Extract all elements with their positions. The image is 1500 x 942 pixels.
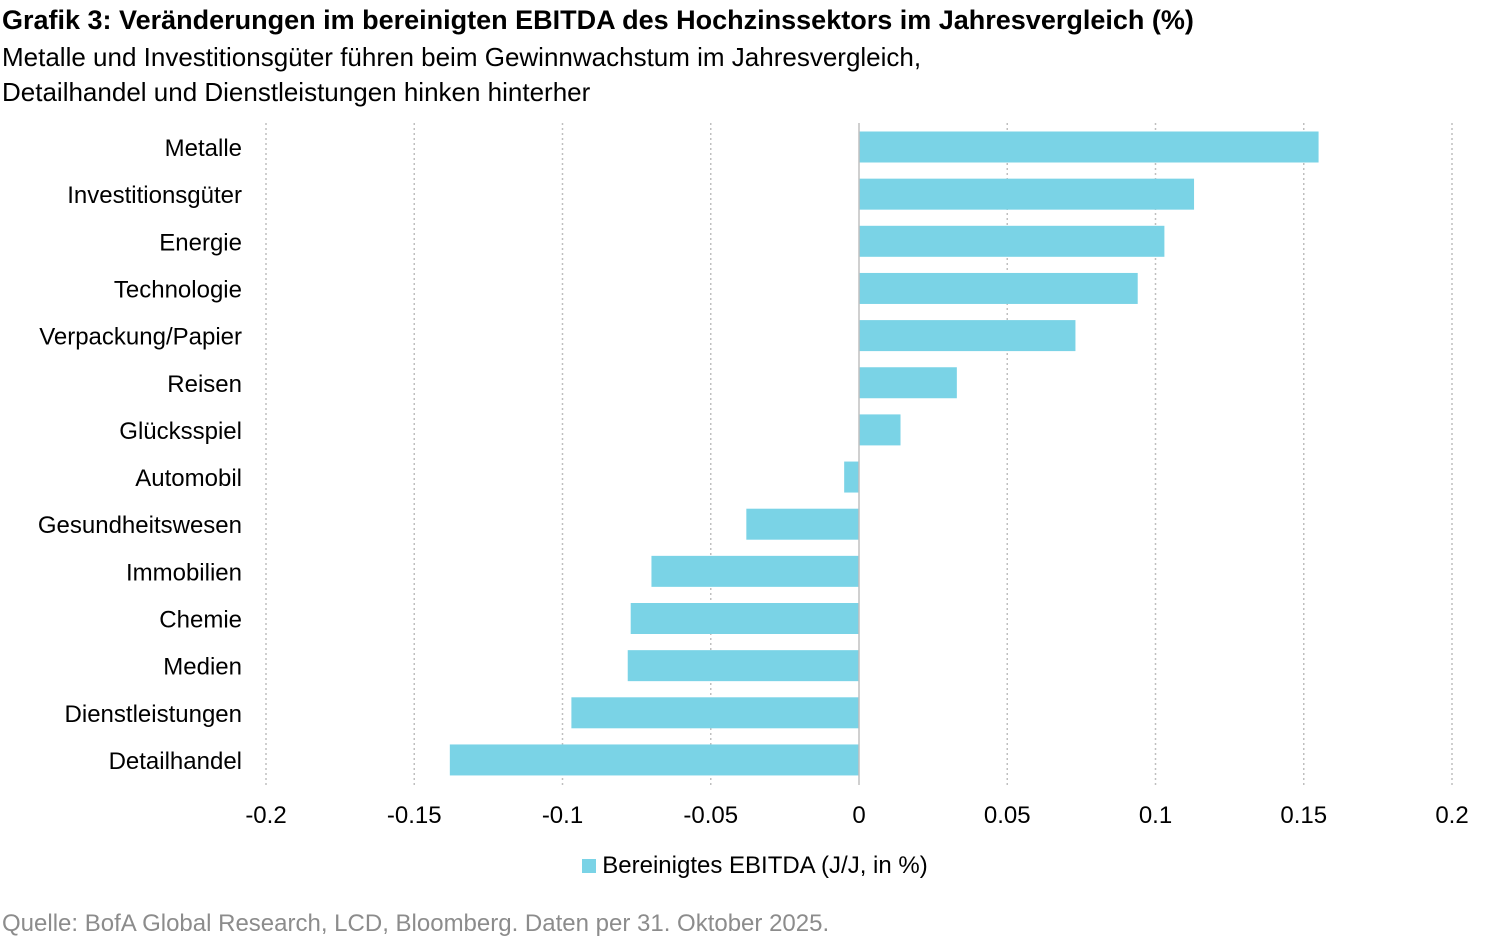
x-tick-label-6: 0.05 [984, 802, 1031, 829]
bar-7 [859, 414, 901, 446]
bar-1 [859, 131, 1319, 163]
chart-title: Grafik 3: Veränderungen im bereinigten E… [2, 5, 1194, 35]
category-label-8: Automobil [135, 465, 242, 492]
category-label-2: Investitionsgüter [67, 182, 242, 209]
bars [449, 131, 1319, 776]
category-label-9: Gesundheitswesen [38, 512, 242, 539]
category-label-11: Chemie [159, 607, 242, 634]
bar-11 [630, 603, 859, 634]
category-label-6: Reisen [167, 371, 242, 398]
bar-2 [859, 178, 1195, 210]
category-label-10: Immobilien [126, 559, 242, 586]
legend-label: Bereinigtes EBITDA (J/J, in %) [602, 852, 928, 879]
bar-6 [859, 367, 957, 399]
x-tick-label-2: -0.15 [387, 802, 442, 829]
category-label-12: Medien [163, 654, 242, 681]
source-note: Quelle: BofA Global Research, LCD, Bloom… [2, 910, 830, 937]
x-tick-label-9: 0.2 [1435, 802, 1468, 829]
bar-4 [859, 272, 1138, 304]
category-label-13: Dienstleistungen [65, 701, 242, 728]
category-label-4: Technologie [114, 276, 242, 303]
bar-9 [746, 508, 859, 540]
category-labels: Metalle Investitionsgüter Energie Technolog… [38, 135, 242, 775]
category-label-3: Energie [159, 229, 242, 256]
x-tick-label-3: -0.1 [542, 802, 583, 829]
x-tick-label-1: -0.2 [245, 802, 286, 829]
bar-13 [571, 697, 859, 729]
bar-3 [859, 225, 1165, 257]
category-label-1: Metalle [165, 135, 242, 162]
category-label-5: Verpackung/Papier [39, 324, 242, 351]
category-label-14: Detailhandel [109, 748, 242, 775]
x-tick-label-8: 0.15 [1280, 802, 1327, 829]
bar-8 [844, 461, 859, 493]
bar-10 [651, 555, 859, 587]
bar-14 [449, 744, 859, 776]
legend: Bereinigtes EBITDA (J/J, in %) [0, 852, 1500, 880]
chart-subtitle-line-2: Detailhandel und Dienstleistungen hinken… [2, 77, 591, 107]
x-tick-label-4: -0.05 [683, 802, 738, 829]
bar-5 [859, 320, 1076, 352]
x-tick-label-5: 0 [852, 802, 865, 829]
chart-subtitle-line-1: Metalle und Investitionsgüter führen bei… [2, 42, 922, 72]
x-tick-label-7: 0.1 [1139, 802, 1172, 829]
x-tick-labels: -0.2 -0.15 -0.1 -0.05 0 0.05 0.1 0.15 0.2 [245, 802, 1468, 829]
legend-swatch [582, 859, 597, 873]
category-label-7: Glücksspiel [119, 418, 242, 445]
bar-12 [627, 650, 859, 682]
